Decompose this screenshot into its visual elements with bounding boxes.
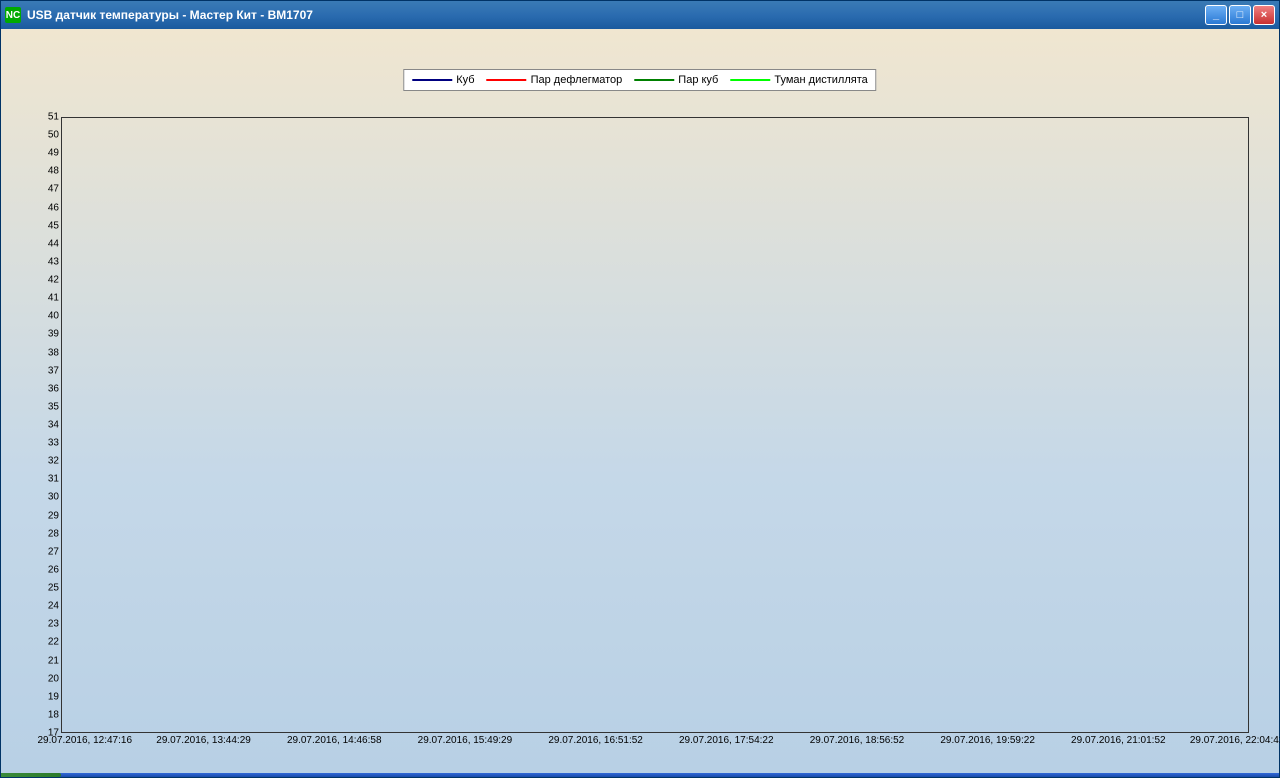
x-tick-label: 29.07.2016, 13:44:29 [156, 735, 251, 746]
legend-line [634, 79, 674, 81]
x-tick-label: 29.07.2016, 12:47:16 [37, 735, 132, 746]
legend-line [730, 79, 770, 81]
y-tick-label: 36 [29, 383, 59, 394]
legend-item: Туман дистиллята [730, 74, 867, 86]
y-tick-label: 43 [29, 256, 59, 267]
legend-item: Пар куб [634, 74, 718, 86]
legend-label: Туман дистиллята [774, 74, 867, 86]
x-tick-label: 29.07.2016, 18:56:52 [810, 735, 905, 746]
window-title: USB датчик температуры - Мастер Кит - BM… [27, 8, 1205, 22]
x-tick-label: 29.07.2016, 14:46:58 [287, 735, 382, 746]
y-tick-label: 37 [29, 365, 59, 376]
y-tick-label: 21 [29, 655, 59, 666]
chart-canvas [62, 118, 1248, 732]
y-tick-label: 26 [29, 564, 59, 575]
x-tick-label: 29.07.2016, 15:49:29 [418, 735, 513, 746]
chart-legend: Куб Пар дефлегматор Пар куб Туман дистиллят… [403, 69, 876, 91]
title-bar[interactable]: NC USB датчик температуры - Мастер Кит -… [1, 1, 1279, 29]
minimize-button[interactable]: _ [1205, 5, 1227, 25]
app-window: NC USB датчик температуры - Мастер Кит -… [0, 0, 1280, 778]
legend-label: Куб [456, 74, 474, 86]
y-axis-labels: 1718192021222324252627282930313233343536… [31, 117, 61, 733]
y-tick-label: 18 [29, 709, 59, 720]
y-tick-label: 35 [29, 401, 59, 412]
y-tick-label: 30 [29, 492, 59, 503]
client-area: Куб Пар дефлегматор Пар куб Туман дистиллят… [1, 29, 1279, 773]
maximize-button[interactable]: □ [1229, 5, 1251, 25]
y-tick-label: 29 [29, 510, 59, 521]
x-tick-label: 29.07.2016, 19:59:22 [940, 735, 1035, 746]
y-tick-label: 32 [29, 456, 59, 467]
y-tick-label: 41 [29, 293, 59, 304]
legend-label: Пар дефлегматор [531, 74, 623, 86]
y-tick-label: 22 [29, 637, 59, 648]
y-tick-label: 23 [29, 619, 59, 630]
y-tick-label: 27 [29, 546, 59, 557]
y-tick-label: 25 [29, 583, 59, 594]
chart-plot-area [61, 117, 1249, 733]
x-tick-label: 29.07.2016, 21:01:52 [1071, 735, 1166, 746]
legend-line [412, 79, 452, 81]
start-button[interactable] [1, 773, 61, 777]
y-tick-label: 44 [29, 238, 59, 249]
y-tick-label: 19 [29, 691, 59, 702]
y-tick-label: 51 [29, 112, 59, 123]
y-tick-label: 24 [29, 601, 59, 612]
app-icon: NC [5, 7, 21, 23]
y-tick-label: 20 [29, 673, 59, 684]
y-tick-label: 50 [29, 130, 59, 141]
y-tick-label: 47 [29, 184, 59, 195]
y-tick-label: 38 [29, 347, 59, 358]
y-tick-label: 31 [29, 474, 59, 485]
taskbar[interactable] [1, 773, 1279, 777]
x-tick-label: 29.07.2016, 16:51:52 [548, 735, 643, 746]
x-tick-label: 29.07.2016, 22:04:42 [1190, 735, 1280, 746]
y-tick-label: 45 [29, 220, 59, 231]
y-tick-label: 28 [29, 528, 59, 539]
legend-line [487, 79, 527, 81]
legend-item: Куб [412, 74, 474, 86]
y-tick-label: 34 [29, 420, 59, 431]
y-tick-label: 46 [29, 202, 59, 213]
x-axis-labels: 29.07.2016, 12:47:1629.07.2016, 13:44:29… [61, 735, 1249, 755]
y-tick-label: 33 [29, 438, 59, 449]
legend-item: Пар дефлегматор [487, 74, 623, 86]
y-tick-label: 42 [29, 275, 59, 286]
y-tick-label: 39 [29, 329, 59, 340]
y-tick-label: 48 [29, 166, 59, 177]
x-tick-label: 29.07.2016, 17:54:22 [679, 735, 774, 746]
y-tick-label: 49 [29, 148, 59, 159]
legend-label: Пар куб [678, 74, 718, 86]
y-tick-label: 40 [29, 311, 59, 322]
close-button[interactable]: × [1253, 5, 1275, 25]
